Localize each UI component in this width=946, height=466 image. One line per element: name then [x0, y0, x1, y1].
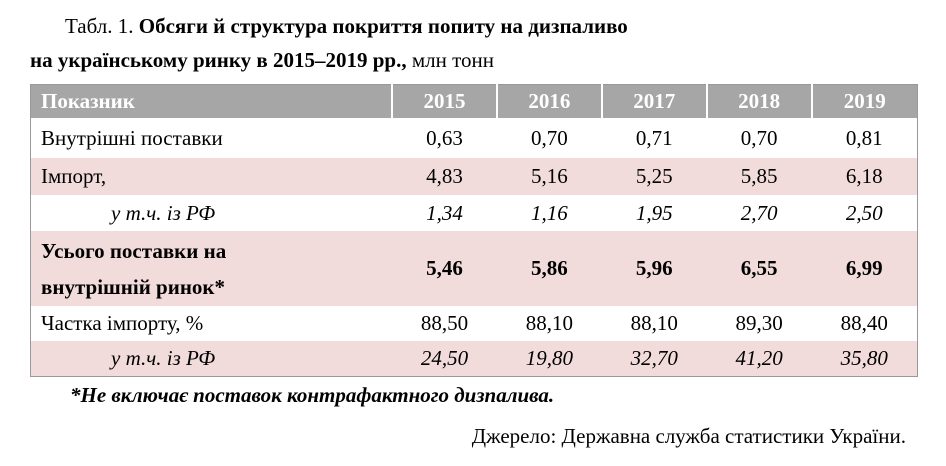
- value-cell: 2,70: [740, 200, 778, 225]
- label-line: у т.ч. із РФ: [111, 200, 216, 225]
- value-cell: 0,81: [845, 125, 883, 150]
- row-label: у т.ч. із РФ: [30, 341, 392, 376]
- value-cell: 88,10: [525, 311, 573, 335]
- data-table: Показник 2015 2016 2017 2018 2019 Внутрішні по…: [30, 84, 918, 377]
- value-cell: 19,80: [496, 341, 602, 376]
- table-row: Імпорт, 4,83 5,16 5,25 5,85 6,18: [30, 158, 918, 195]
- value-cell: 24,50: [392, 341, 497, 376]
- value-cell: 0,70: [530, 125, 568, 150]
- title-prefix: Табл. 1.: [65, 14, 134, 38]
- value-cell: 5,86: [496, 231, 602, 306]
- row-label: Внутрішні поставки: [31, 118, 393, 158]
- value-cell: 5,16: [496, 158, 602, 195]
- header-cell: 2015: [391, 84, 497, 118]
- value-cell: 6,18: [811, 158, 918, 195]
- title-bold: Обсяги й структура покриття попиту на ди…: [138, 14, 628, 38]
- footnote: *Не включає поставок контрафактного дизп…: [70, 383, 555, 407]
- label-line: у т.ч. із РФ: [111, 345, 216, 370]
- value-cell: 88,40: [840, 311, 888, 335]
- header-cell: 2016: [495, 84, 602, 118]
- value-cell: 1,34: [426, 200, 463, 225]
- header-cell: Показник: [30, 84, 392, 118]
- value-cell: 88,50: [420, 311, 469, 335]
- header-row: Показник 2015 2016 2017 2018 2019: [30, 84, 918, 118]
- label-line: Частка імпорту, %: [41, 311, 204, 335]
- row-label: у т.ч. із РФ: [31, 195, 393, 231]
- row-label: Усього поставки на внутрішній ринок*: [30, 231, 392, 306]
- title-bold: на українському ринку в 2015–2019 рр.,: [30, 48, 407, 72]
- header-cell: 2018: [705, 84, 812, 118]
- table-row: у т.ч. із РФ 24,50 19,80 32,70 41,20 35,80: [30, 341, 918, 376]
- label-line: Імпорт,: [41, 164, 107, 188]
- value-cell: 1,95: [635, 200, 673, 225]
- value-cell: 0,71: [635, 125, 673, 150]
- value-cell: 5,96: [601, 231, 707, 306]
- value-cell: 88,10: [630, 311, 678, 335]
- row-label: Частка імпорту, %: [31, 306, 393, 341]
- value-cell: 5,85: [706, 158, 812, 195]
- value-cell: 89,30: [735, 311, 783, 335]
- label-line: Внутрішні поставки: [41, 125, 223, 150]
- source: Джерело: Державна служба статистики Укра…: [471, 424, 906, 448]
- value-cell: 6,99: [811, 231, 918, 306]
- value-cell: 0,70: [740, 125, 778, 150]
- label-line: внутрішній ринок*: [41, 274, 226, 299]
- value-cell: 5,46: [392, 231, 497, 306]
- table-row: Внутрішні поставки 0,63 0,70 0,71 0,70 0,81: [31, 118, 918, 158]
- value-cell: 1,16: [530, 200, 568, 225]
- value-cell: 4,83: [392, 158, 497, 195]
- value-cell: 2,50: [845, 200, 883, 225]
- value-cell: 35,80: [811, 341, 918, 376]
- value-cell: 5,25: [601, 158, 707, 195]
- title-line: на українському ринку в 2015–2019 рр., м…: [30, 48, 494, 73]
- table-row: у т.ч. із РФ 1,34 1,16 1,95 2,70 2,50: [31, 195, 918, 231]
- title-unit: млн тонн: [411, 48, 494, 72]
- header-cell: 2017: [600, 84, 707, 118]
- value-cell: 6,55: [706, 231, 812, 306]
- value-cell: 0,63: [426, 125, 463, 150]
- label-line: Усього поставки на: [41, 238, 227, 263]
- table-row: Усього поставки на внутрішній ринок* 5,46 5…: [30, 231, 918, 306]
- table-row: Частка імпорту, % 88,50 88,10 88,10 89,30 88,…: [31, 306, 918, 341]
- value-cell: 32,70: [601, 341, 707, 376]
- header-cell: 2019: [810, 84, 918, 118]
- row-label: Імпорт,: [30, 158, 392, 195]
- title-line: Табл. 1. Обсяги й структура покриття поп…: [65, 14, 628, 39]
- value-cell: 41,20: [706, 341, 812, 376]
